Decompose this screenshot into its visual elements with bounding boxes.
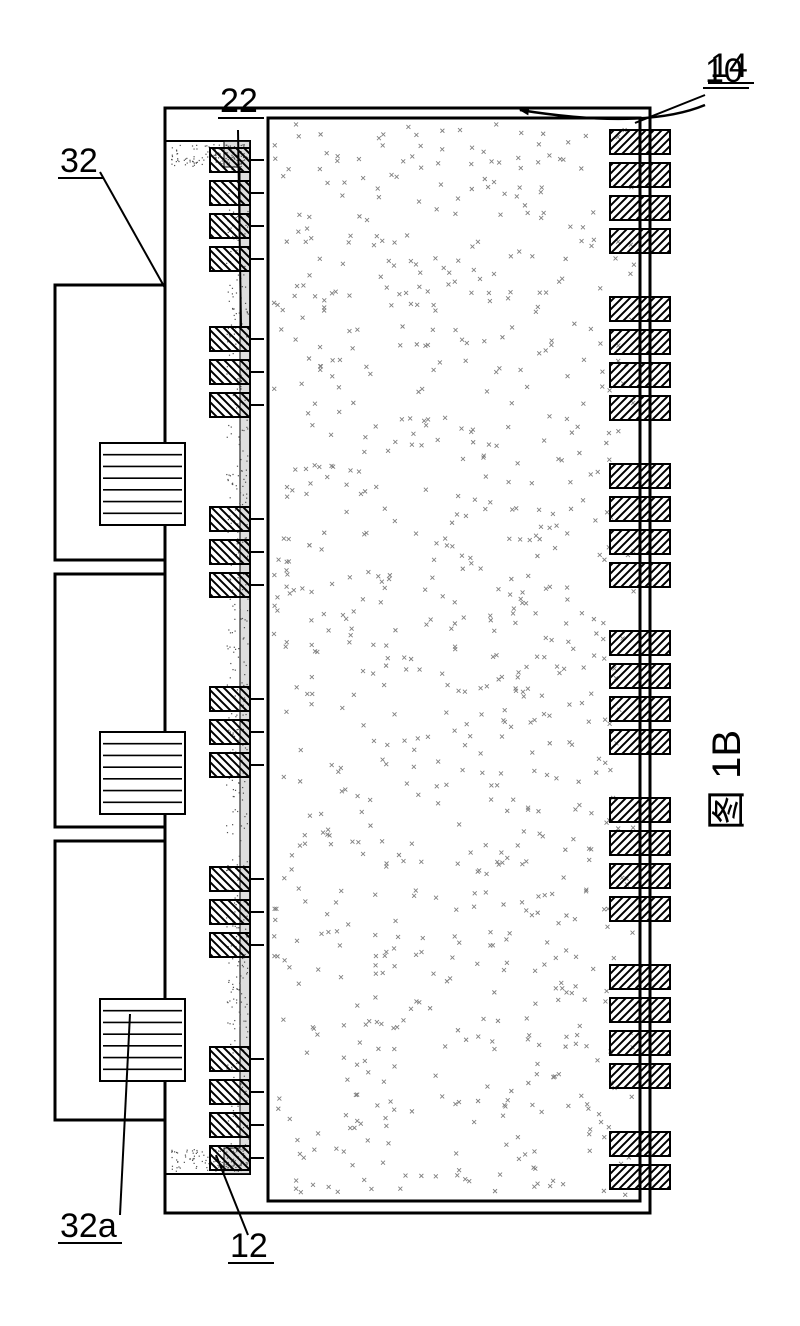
pad-12 <box>210 148 250 172</box>
pad-14 <box>610 497 670 521</box>
pad-12 <box>210 393 250 417</box>
pad-14 <box>610 130 670 154</box>
pad-12 <box>210 507 250 531</box>
pad-14 <box>610 631 670 655</box>
label-label_32a: 32a <box>60 1207 117 1245</box>
pad-12 <box>210 1146 250 1170</box>
label-label_14: 14 <box>710 47 748 85</box>
pad-14 <box>610 730 670 754</box>
pad-14 <box>610 897 670 921</box>
pad-12 <box>210 687 250 711</box>
pad-12 <box>210 327 250 351</box>
pad-12 <box>210 720 250 744</box>
pad-12 <box>210 1047 250 1071</box>
pad-14 <box>610 363 670 387</box>
pad-12 <box>210 247 250 271</box>
pad-14 <box>610 798 670 822</box>
pad-12 <box>210 214 250 238</box>
pad-12 <box>210 753 250 777</box>
label-label_32: 32 <box>60 142 98 180</box>
figure-label: 图 1B <box>705 730 749 830</box>
pad-12 <box>210 573 250 597</box>
pad-14 <box>610 864 670 888</box>
pad-12 <box>210 1080 250 1104</box>
pad-12 <box>210 867 250 891</box>
pad-14 <box>610 1064 670 1088</box>
pad-14 <box>610 1132 670 1156</box>
pad-14 <box>610 163 670 187</box>
pad-14 <box>610 196 670 220</box>
pad-14 <box>610 530 670 554</box>
pad-14 <box>610 664 670 688</box>
pad-14 <box>610 464 670 488</box>
pad-14 <box>610 697 670 721</box>
label-label_22: 22 <box>220 82 258 120</box>
pad-12 <box>210 540 250 564</box>
pad-14 <box>610 297 670 321</box>
pad-14 <box>610 1165 670 1189</box>
pad-14 <box>610 831 670 855</box>
pad-14 <box>610 563 670 587</box>
pad-14 <box>610 1031 670 1055</box>
pad-14 <box>610 229 670 253</box>
pad-12 <box>210 1113 250 1137</box>
pad-14 <box>610 330 670 354</box>
diagram-svg: 3232a22101412图 1B <box>0 0 800 1326</box>
pad-12 <box>210 900 250 924</box>
pad-14 <box>610 998 670 1022</box>
pad-14 <box>610 965 670 989</box>
pad-14 <box>610 396 670 420</box>
pad-12 <box>210 181 250 205</box>
label-label_12: 12 <box>230 1227 268 1265</box>
pad-12 <box>210 360 250 384</box>
pad-12 <box>210 933 250 957</box>
